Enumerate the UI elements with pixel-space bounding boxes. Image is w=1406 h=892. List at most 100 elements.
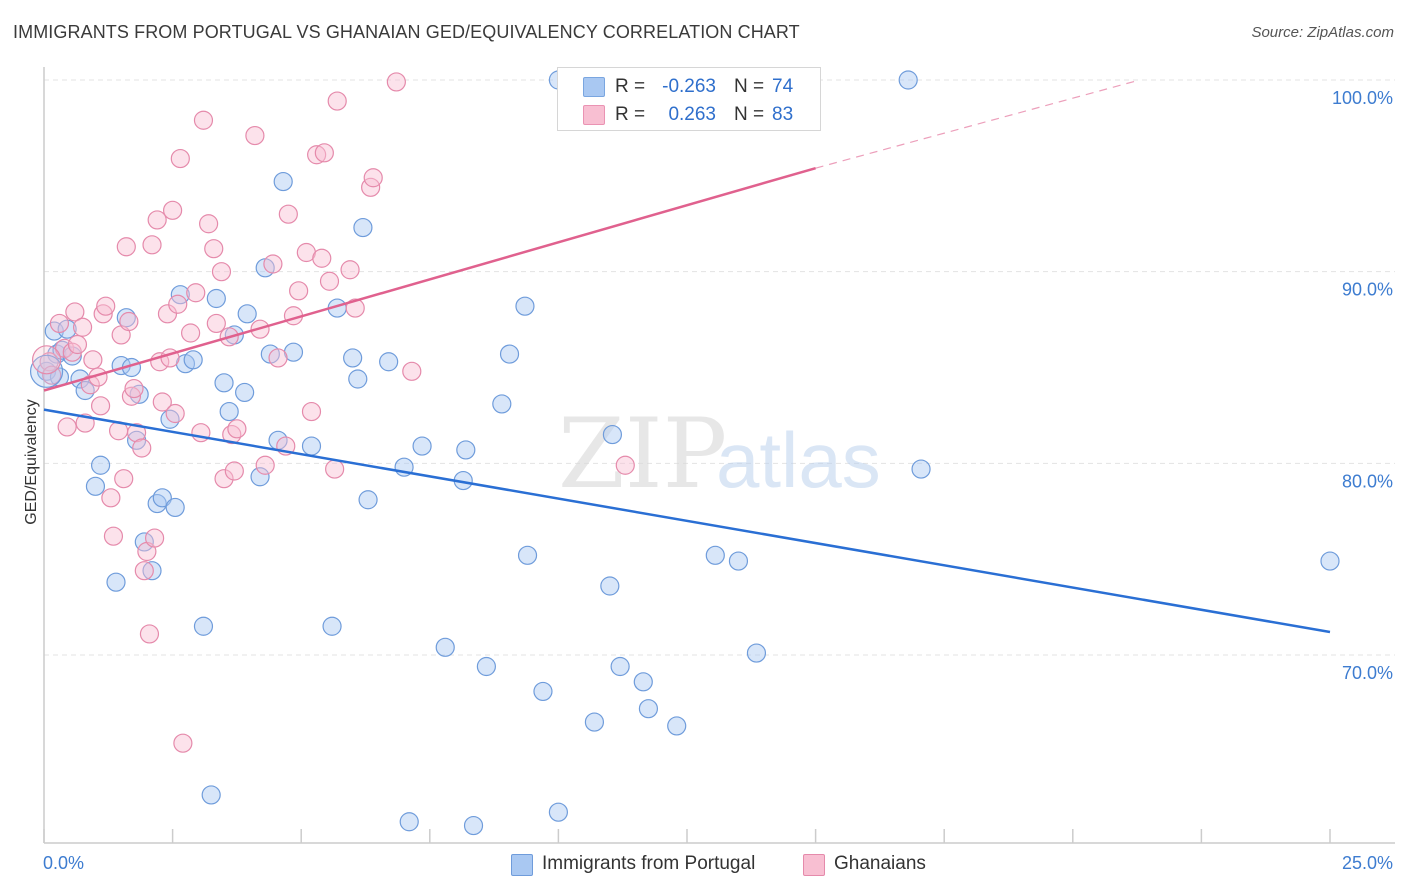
point-ghanaians <box>222 424 242 445</box>
point-portugal <box>456 440 476 460</box>
point-ghanaians <box>181 323 201 343</box>
point-portugal <box>273 171 293 192</box>
point-ghanaians <box>65 302 85 322</box>
point-portugal <box>206 288 226 309</box>
point-portugal <box>492 394 512 414</box>
legend-r-value: -0.263 <box>662 76 716 97</box>
point-portugal <box>152 488 172 508</box>
point-portugal <box>898 70 918 90</box>
point-portugal <box>358 490 378 510</box>
point-ghanaians <box>312 248 332 268</box>
point-ghanaians <box>83 350 103 370</box>
point-cluster-portugal <box>29 354 64 388</box>
point-portugal <box>235 382 255 403</box>
point-portugal <box>499 344 520 364</box>
point-portugal <box>106 572 126 592</box>
point-ghanaians <box>144 528 165 548</box>
trend-line-portugal <box>43 408 1331 634</box>
point-cluster-ghanaians <box>31 345 62 375</box>
point-ghanaians <box>314 143 334 163</box>
point-portugal <box>435 637 455 657</box>
y-tick-label: 70.0% <box>1342 663 1393 683</box>
point-ghanaians <box>124 378 144 399</box>
legend-label-portugal: Immigrants from Portugal <box>542 853 756 874</box>
point-portugal <box>1320 551 1340 571</box>
x-tick-label: 25.0% <box>1342 853 1393 873</box>
point-ghanaians <box>363 168 383 188</box>
point-ghanaians <box>173 733 193 753</box>
chart-title: IMMIGRANTS FROM PORTUGAL VS GHANAIAN GED… <box>13 22 800 42</box>
legend-label-ghanaians: Ghanaians <box>834 853 926 874</box>
point-ghanaians <box>615 455 635 475</box>
point-ghanaians <box>49 313 70 334</box>
point-portugal <box>705 545 725 565</box>
trend-lines <box>43 79 1331 634</box>
point-ghanaians <box>163 200 183 220</box>
point-ghanaians <box>327 91 347 111</box>
point-portugal <box>201 785 221 805</box>
point-ghanaians <box>263 254 283 274</box>
point-ghanaians <box>165 403 185 424</box>
point-portugal <box>463 815 484 836</box>
data-points <box>29 70 1340 836</box>
point-ghanaians <box>206 313 226 334</box>
point-ghanaians <box>268 348 288 368</box>
point-ghanaians <box>245 125 265 146</box>
point-ghanaians <box>307 145 327 165</box>
point-ghanaians <box>142 235 162 255</box>
point-portugal <box>728 551 749 571</box>
point-portugal <box>399 812 419 832</box>
axes <box>43 67 1395 844</box>
point-ghanaians <box>72 317 93 337</box>
point-portugal <box>602 424 623 445</box>
y-axis-title: GED/Equivalency <box>23 399 40 524</box>
point-ghanaians <box>204 239 224 259</box>
legend-n-value: 74 <box>772 76 794 97</box>
legend-r-label: R = <box>615 104 646 125</box>
point-portugal <box>600 576 620 596</box>
legend-n-value: 83 <box>772 104 794 125</box>
correlation-legend: R = -0.263 N = 74 R = 0.263 N = 83 <box>557 67 821 131</box>
point-ghanaians <box>80 375 100 395</box>
point-portugal <box>160 409 180 429</box>
x-tick-label: 0.0% <box>43 853 84 873</box>
point-portugal <box>147 493 167 514</box>
point-portugal <box>548 802 569 822</box>
point-portugal <box>57 319 77 339</box>
point-ghanaians <box>67 334 88 355</box>
point-portugal <box>353 217 373 238</box>
point-portugal <box>301 436 322 456</box>
point-portugal <box>379 352 399 372</box>
trend-line-ghanaians <box>43 166 816 392</box>
watermark-atlas: atlas <box>716 416 881 504</box>
point-ghanaians <box>224 461 244 481</box>
point-ghanaians <box>93 304 113 324</box>
point-portugal <box>638 699 659 719</box>
point-ghanaians <box>214 469 234 489</box>
point-ghanaians <box>402 361 422 381</box>
point-portugal <box>343 348 363 368</box>
point-ghanaians <box>101 488 121 508</box>
point-ghanaians <box>134 561 154 581</box>
point-ghanaians <box>90 396 111 416</box>
point-ghanaians <box>116 237 136 257</box>
series-legend: Immigrants from Portugal Ghanaians <box>0 851 1406 879</box>
point-ghanaians <box>211 262 232 282</box>
legend-swatch-portugal <box>511 854 533 876</box>
point-ghanaians <box>132 438 152 458</box>
point-ghanaians <box>96 296 116 316</box>
point-portugal <box>322 616 342 636</box>
point-portugal <box>129 384 149 404</box>
point-portugal <box>533 681 553 702</box>
point-portugal <box>517 545 538 565</box>
point-ghanaians <box>121 386 142 406</box>
point-portugal <box>348 369 368 389</box>
point-ghanaians <box>325 459 345 479</box>
point-ghanaians <box>152 392 172 412</box>
point-portugal <box>250 467 270 487</box>
point-ghanaians <box>199 214 219 234</box>
point-portugal <box>193 616 214 636</box>
point-portugal <box>911 459 931 479</box>
point-portugal <box>667 716 687 736</box>
point-ghanaians <box>255 455 275 475</box>
